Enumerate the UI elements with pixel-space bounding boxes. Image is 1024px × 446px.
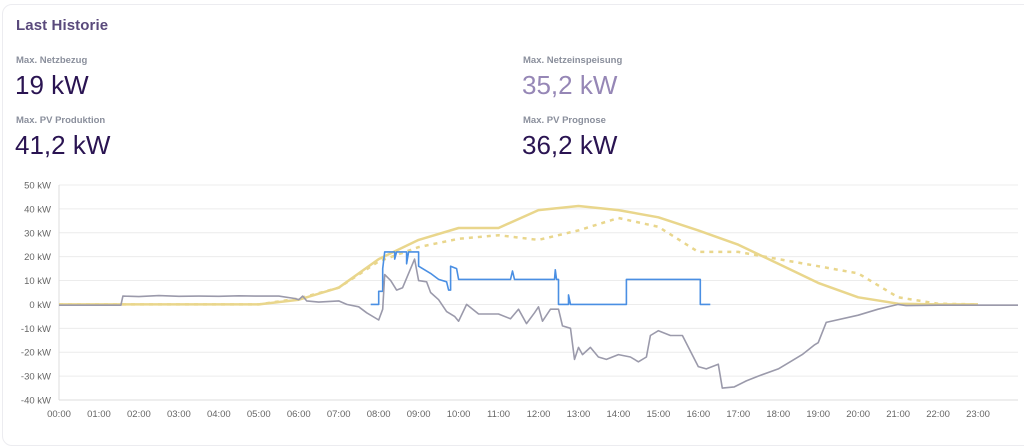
series-line-pv-produktion bbox=[59, 204, 978, 306]
load-history-chart: 50 kW 40 kW 30 kW 20 kW 10 kW 0 kW -10 kW -20 k… bbox=[21, 181, 1018, 420]
series-line-netz bbox=[59, 258, 1018, 389]
x-tick-label: 08:00 bbox=[367, 409, 391, 420]
x-tick-label: 13:00 bbox=[567, 409, 591, 420]
max-grid-export-label: Max. Netzeinspeisung bbox=[523, 55, 623, 66]
y-tick-label: 50 kW bbox=[24, 181, 51, 192]
y-tick-label: -10 kW bbox=[21, 324, 51, 335]
x-tick-label: 15:00 bbox=[646, 409, 670, 420]
x-tick-label: 20:00 bbox=[846, 409, 870, 420]
y-tick-label: 10 kW bbox=[24, 276, 51, 287]
y-tick-label: -40 kW bbox=[21, 396, 51, 407]
series-line-pv-prognose bbox=[59, 216, 979, 306]
x-tick-label: 02:00 bbox=[127, 409, 151, 420]
y-tick-label: 30 kW bbox=[24, 228, 51, 239]
x-tick-label: 22:00 bbox=[926, 409, 950, 420]
max-pv-forecast-label: Max. PV Prognose bbox=[523, 115, 606, 126]
max-grid-import-value: 19 kW bbox=[15, 70, 89, 100]
x-tick-label: 11:00 bbox=[487, 409, 510, 420]
series-line-batterie bbox=[370, 251, 711, 306]
x-tick-label: 17:00 bbox=[726, 409, 750, 420]
max-pv-forecast-value: 36,2 kW bbox=[522, 130, 618, 160]
x-tick-label: 07:00 bbox=[327, 409, 351, 420]
y-tick-label: -30 kW bbox=[21, 372, 51, 383]
x-tick-label: 19:00 bbox=[806, 409, 830, 420]
y-tick-label: 0 kW bbox=[29, 300, 51, 311]
x-tick-label: 01:00 bbox=[87, 409, 111, 420]
x-tick-label: 04:00 bbox=[207, 409, 231, 420]
x-tick-label: 18:00 bbox=[766, 409, 790, 420]
x-tick-label: 00:00 bbox=[47, 409, 71, 420]
y-tick-label: 40 kW bbox=[24, 204, 51, 215]
y-tick-label: -20 kW bbox=[21, 348, 51, 359]
x-tick-label: 23:00 bbox=[966, 409, 990, 420]
x-tick-label: 10:00 bbox=[447, 409, 471, 420]
max-grid-import-label: Max. Netzbezug bbox=[16, 55, 88, 66]
x-tick-label: 14:00 bbox=[607, 409, 631, 420]
max-pv-production-value: 41,2 kW bbox=[15, 130, 111, 160]
x-tick-label: 09:00 bbox=[407, 409, 431, 420]
x-tick-label: 21:00 bbox=[886, 409, 910, 420]
x-tick-label: 16:00 bbox=[686, 409, 710, 420]
last-history-card bbox=[2, 4, 1024, 446]
max-pv-production-label: Max. PV Produktion bbox=[16, 115, 106, 126]
x-tick-label: 05:00 bbox=[247, 409, 271, 420]
max-grid-export-value: 35,2 kW bbox=[522, 70, 618, 100]
x-tick-label: 06:00 bbox=[287, 409, 311, 420]
x-tick-label: 03:00 bbox=[167, 409, 191, 420]
card-title: Last Historie bbox=[16, 17, 109, 34]
y-tick-label: 20 kW bbox=[24, 252, 51, 263]
x-tick-label: 12:00 bbox=[527, 409, 551, 420]
